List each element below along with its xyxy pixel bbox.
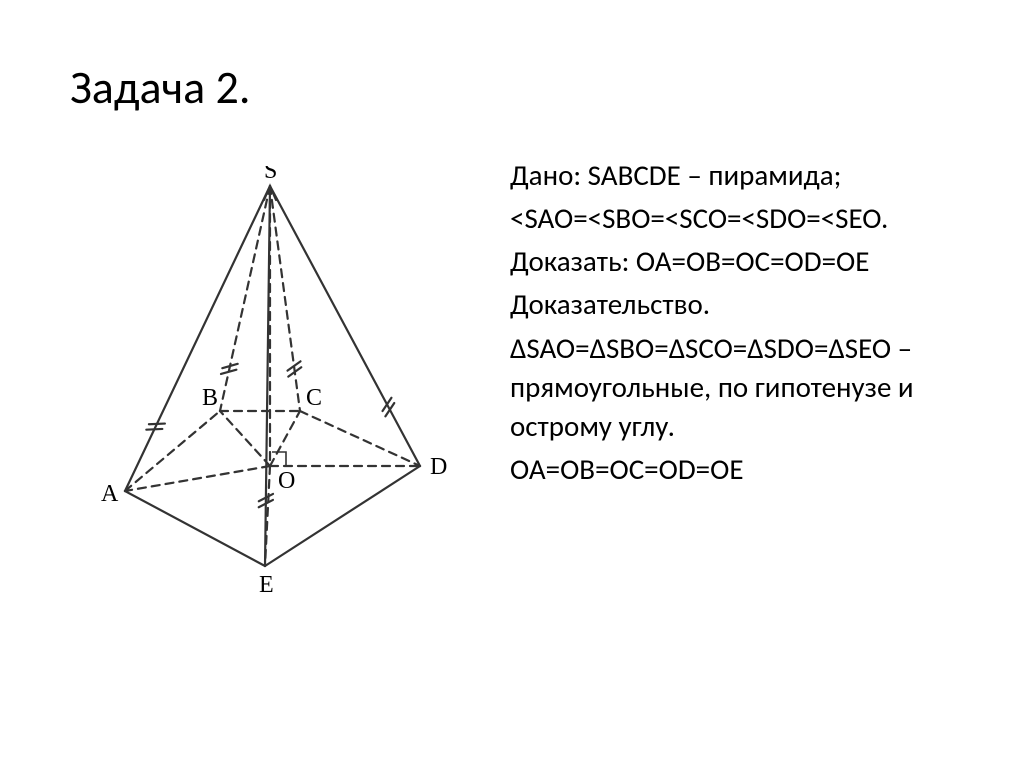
- svg-text:B: B: [202, 385, 218, 411]
- svg-text:E: E: [259, 572, 274, 598]
- svg-text:A: A: [101, 481, 119, 507]
- svg-text:O: O: [278, 468, 295, 494]
- text-column: Дано: SABCDE – пирамида; <SAO=<SBO=<SCO=…: [510, 156, 954, 606]
- content-row: S A B C D E O Дано: SABCDE – пирамида; <SAO=<S…: [70, 156, 954, 606]
- slide-title: Задача 2.: [70, 60, 954, 116]
- prove-line: Доказать: OA=OB=OC=OD=OE: [510, 242, 954, 281]
- figure-column: S A B C D E O: [70, 156, 470, 606]
- proof-header: Доказательство.: [510, 285, 954, 324]
- svg-text:S: S: [264, 166, 277, 184]
- proof-line-1: ΔSAO=ΔSBO=ΔSCO=ΔSDO=ΔSEO – прямоугольные…: [510, 329, 954, 446]
- svg-text:D: D: [430, 454, 447, 480]
- given-line-2: <SAO=<SBO=<SCO=<SDO=<SEO.: [510, 199, 954, 238]
- svg-text:C: C: [306, 385, 322, 411]
- pyramid-figure: S A B C D E O: [70, 166, 470, 606]
- given-line-1: Дано: SABCDE – пирамида;: [510, 156, 954, 195]
- proof-line-2: OA=OB=OC=OD=OE: [510, 450, 954, 489]
